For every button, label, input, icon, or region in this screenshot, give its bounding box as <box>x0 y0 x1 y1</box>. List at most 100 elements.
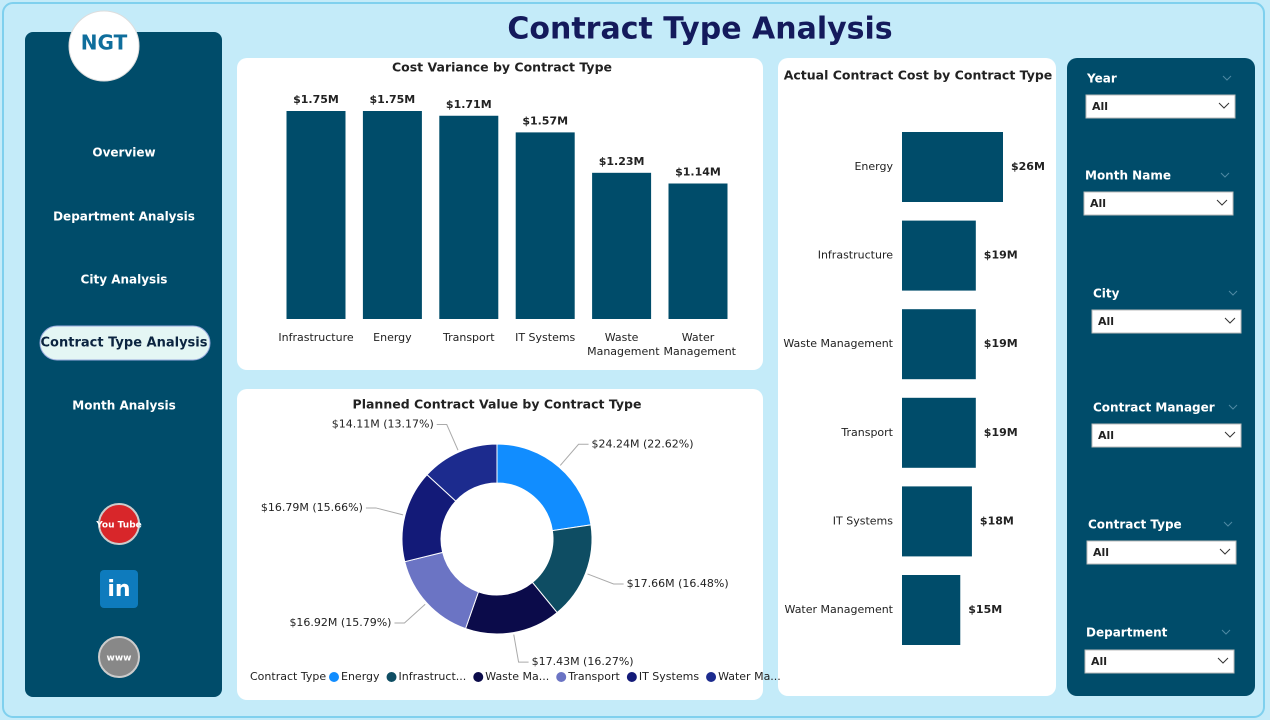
dropdown-arrow[interactable] <box>1218 102 1230 109</box>
y-tick-label: Infrastructure <box>818 249 894 262</box>
data-label: $14.11M (13.17%) <box>332 418 434 431</box>
x-tick-label: Energy <box>373 331 412 344</box>
sidebar <box>25 32 222 697</box>
leader-line <box>394 603 426 624</box>
bar <box>902 397 976 468</box>
icon[interactable] <box>98 636 140 678</box>
chevron <box>1220 172 1230 178</box>
dropdown-arrow[interactable] <box>1217 657 1229 664</box>
legend-marker <box>706 672 717 682</box>
x-tick-label: Waste Management <box>584 331 661 358</box>
filter-label: Month Name <box>1085 169 1171 183</box>
chart-title: Planned Contract Value by Contract Type <box>353 397 642 412</box>
data-label: $18M <box>980 514 1014 527</box>
x-tick-label: Water Management <box>660 331 737 358</box>
leader-line <box>559 443 589 466</box>
nav-item[interactable]: Department Analysis <box>53 210 195 224</box>
y-tick-label: IT Systems <box>833 514 893 527</box>
x-tick-label: IT Systems <box>515 331 575 344</box>
dropdown-value[interactable]: All <box>1091 655 1107 668</box>
dropdown-value[interactable]: All <box>1090 197 1106 210</box>
filter-label: Year <box>1086 72 1117 86</box>
chevron <box>1228 404 1238 410</box>
leader-line <box>436 424 459 451</box>
dropdown-value[interactable]: All <box>1098 315 1114 328</box>
dropdown[interactable] <box>1084 649 1235 674</box>
chevron <box>1222 75 1232 81</box>
legend-marker <box>626 672 637 682</box>
filter-pane <box>1067 58 1255 696</box>
donut-slice <box>426 443 498 502</box>
chevron <box>1221 629 1231 635</box>
data-label: $16.79M (15.66%) <box>261 501 363 514</box>
bar <box>286 111 346 319</box>
data-label: $24.24M (22.62%) <box>592 437 694 450</box>
dropdown[interactable] <box>1086 540 1237 565</box>
nav-active[interactable] <box>39 325 211 361</box>
filter-label: Contract Manager <box>1093 401 1215 415</box>
legend-label: Waste Ma... <box>485 670 549 683</box>
dropdown-arrow[interactable] <box>1224 431 1236 438</box>
y-tick-label: Energy <box>854 160 893 173</box>
nav-item[interactable]: Contract Type Analysis <box>41 336 208 351</box>
icon[interactable] <box>100 570 138 608</box>
legend-label: Energy <box>341 670 380 683</box>
data-label: $19M <box>984 249 1018 262</box>
data-label: $19M <box>984 337 1018 350</box>
bar <box>592 172 652 319</box>
legend-label: Infrastruct... <box>399 670 467 683</box>
icon-label[interactable]: in <box>107 577 130 602</box>
dropdown-arrow[interactable] <box>1219 548 1231 555</box>
dropdown-arrow[interactable] <box>1224 317 1236 324</box>
chevron <box>1223 521 1233 527</box>
x-tick-label: Transport <box>442 331 495 344</box>
panel <box>237 389 763 700</box>
icon-label[interactable]: www <box>107 654 132 664</box>
legend-title: Contract Type <box>250 670 326 683</box>
icon[interactable] <box>98 503 140 545</box>
data-label: $1.75M <box>370 93 416 106</box>
nav-item[interactable]: City Analysis <box>81 273 168 287</box>
nav-item[interactable]: Overview <box>92 146 155 160</box>
bar <box>668 183 728 319</box>
dropdown[interactable] <box>1085 94 1236 119</box>
legend-marker <box>329 672 339 682</box>
y-tick-label: Water Management <box>785 603 894 616</box>
chart-title: Cost Variance by Contract Type <box>392 60 612 75</box>
bar <box>439 115 499 319</box>
bar <box>902 575 961 645</box>
y-tick-label: Transport <box>840 426 893 439</box>
dropdown-value[interactable]: All <box>1098 429 1114 442</box>
bar <box>902 132 1003 202</box>
dropdown[interactable] <box>1083 191 1234 216</box>
dropdown-arrow[interactable] <box>1216 199 1228 206</box>
legend-marker <box>386 672 397 682</box>
bar <box>902 220 976 291</box>
bar <box>515 132 575 319</box>
data-label: $17.43M (16.27%) <box>532 655 634 668</box>
leader-line <box>587 573 624 585</box>
legend-label: IT Systems <box>639 670 699 683</box>
data-label: $15M <box>968 603 1002 616</box>
dropdown-value[interactable]: All <box>1092 100 1108 113</box>
x-tick-label: Infrastructure <box>278 331 354 344</box>
logo-text: NGT <box>81 31 128 55</box>
filter-label: Department <box>1086 626 1168 640</box>
leader-line <box>513 634 529 663</box>
legend-marker <box>556 672 567 682</box>
bar <box>902 486 972 557</box>
icon-label[interactable]: You Tube <box>95 521 142 531</box>
nav-item[interactable]: Month Analysis <box>72 399 175 413</box>
dropdown-value[interactable]: All <box>1093 546 1109 559</box>
data-label: $16.92M (15.79%) <box>289 616 391 629</box>
leader-line <box>365 507 404 516</box>
legend-label: Water Ma... <box>718 670 781 683</box>
filter-label: Contract Type <box>1088 518 1182 532</box>
chevron <box>1228 290 1238 296</box>
dropdown[interactable] <box>1091 423 1242 448</box>
data-label: $1.71M <box>446 98 492 111</box>
y-tick-label: Waste Management <box>783 337 893 350</box>
dropdown[interactable] <box>1091 309 1242 334</box>
data-label: $19M <box>984 426 1018 439</box>
